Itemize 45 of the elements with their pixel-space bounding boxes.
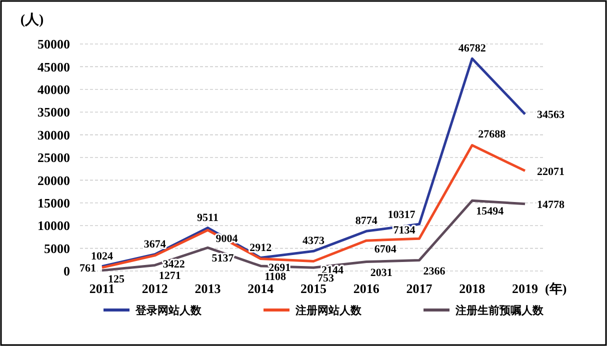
x-tick-label: 2013 (194, 281, 222, 296)
y-tick-label: 30000 (38, 127, 70, 142)
data-label: 2912 (250, 242, 272, 254)
data-label: 3422 (162, 258, 186, 270)
data-label: 1024 (91, 250, 114, 262)
data-label: 14778 (537, 198, 565, 211)
data-label: 9511 (197, 212, 218, 224)
y-tick-label: 25000 (38, 150, 70, 166)
data-label: 3674 (144, 238, 166, 250)
x-axis-title: (年) (545, 281, 567, 296)
data-label: 761 (80, 262, 96, 275)
y-tick-label: 50000 (38, 36, 70, 52)
y-tick-label: 40000 (38, 82, 70, 97)
legend-label: 登录网站人数 (134, 304, 202, 317)
y-tick-label: 20000 (38, 172, 70, 188)
data-label: 2031 (370, 266, 392, 279)
data-label: 1271 (158, 270, 181, 282)
data-label: 4373 (302, 235, 325, 248)
y-axis-title: (人) (20, 12, 44, 28)
x-tick-label: 2017 (406, 281, 433, 296)
x-tick-label: 2012 (142, 281, 168, 296)
data-label: 27688 (478, 128, 506, 140)
data-label: 1108 (264, 270, 287, 283)
x-tick-label: 2014 (248, 281, 274, 296)
y-tick-label: 15000 (38, 195, 70, 210)
data-label: 6704 (374, 244, 397, 256)
data-label: 34563 (537, 109, 565, 122)
legend-label: 注册生前预嘱人数 (454, 304, 544, 317)
y-tick-label: 35000 (38, 104, 70, 120)
data-label: 15494 (476, 206, 504, 218)
data-label: 8774 (355, 215, 378, 228)
x-tick-label: 2019 (512, 281, 538, 296)
y-tick-label: 0 (64, 264, 70, 279)
x-tick-label: 2018 (459, 281, 486, 296)
x-tick-label: 2016 (353, 281, 380, 296)
data-label: 5137 (212, 252, 234, 265)
legend-label: 注册网站人数 (294, 304, 362, 317)
data-label: 22071 (537, 166, 564, 178)
y-tick-label: 5000 (44, 240, 70, 256)
data-label: 2366 (423, 265, 446, 278)
y-tick-label: 45000 (38, 59, 70, 74)
y-tick-label: 10000 (38, 218, 70, 234)
data-label: 46782 (458, 42, 486, 55)
data-label: 10317 (388, 209, 416, 222)
data-label: 7134 (393, 224, 416, 237)
